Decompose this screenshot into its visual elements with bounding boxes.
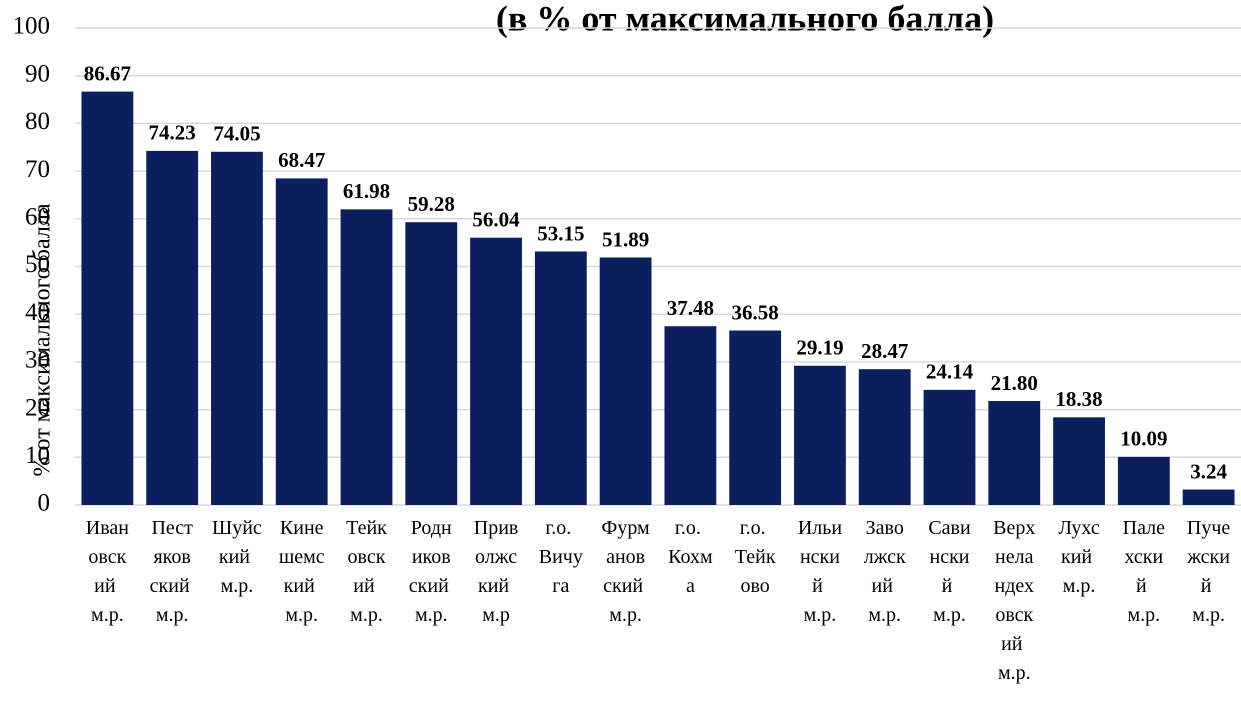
bar xyxy=(664,326,717,505)
y-tick-label: 0 xyxy=(38,490,51,517)
bar xyxy=(146,150,199,505)
y-tick-label: 30 xyxy=(25,347,50,374)
value-label: 59.28 xyxy=(408,192,455,216)
value-label: 28.47 xyxy=(861,339,908,363)
y-tick-label: 80 xyxy=(25,108,50,135)
x-tick-label: г.о. Кохм а xyxy=(668,517,713,597)
value-label: 74.05 xyxy=(213,122,260,146)
bar xyxy=(729,330,782,505)
x-tick-label: Родн иков ский м.р. xyxy=(409,517,454,626)
value-label: 21.80 xyxy=(991,371,1038,395)
bar xyxy=(923,389,976,505)
x-tick-label: Пале хски й м.р. xyxy=(1123,517,1165,626)
bar xyxy=(211,151,263,505)
y-tick-label: 10 xyxy=(25,442,50,469)
x-tick-label: Лухс кий м.р. xyxy=(1058,517,1099,597)
value-label: 53.15 xyxy=(537,221,584,245)
bar xyxy=(794,365,846,505)
y-axis-label: % от максимального балла xyxy=(30,203,56,476)
bar xyxy=(1182,489,1235,505)
chart-title: (в % от максимального балла) xyxy=(496,0,994,38)
bar xyxy=(599,257,652,505)
value-label: 74.23 xyxy=(149,121,196,145)
bar xyxy=(470,237,522,505)
bar xyxy=(1053,417,1105,505)
value-label: 37.48 xyxy=(667,296,714,320)
x-tick-label: г.о. Тейк ово xyxy=(735,517,776,597)
bar xyxy=(858,369,911,505)
x-tick-label: Пуче жски й м.р. xyxy=(1186,517,1230,626)
x-tick-label: Фурм анов ский м.р. xyxy=(602,517,650,626)
y-tick-label: 90 xyxy=(25,60,50,87)
x-tick-label: Ильи нски й м.р. xyxy=(798,517,843,626)
value-label: 61.98 xyxy=(343,179,390,203)
bar xyxy=(988,401,1041,505)
value-label: 56.04 xyxy=(472,208,520,232)
x-tick-label: Кине шемс кий м.р. xyxy=(279,517,325,626)
y-tick-label: 20 xyxy=(25,394,50,421)
value-label: 24.14 xyxy=(926,360,974,384)
x-tick-label: Заво лжск ий м.р. xyxy=(864,517,906,626)
value-label: 3.24 xyxy=(1190,459,1227,483)
x-tick-label: г.о. Вичу га xyxy=(539,517,583,597)
bar xyxy=(405,222,458,505)
bar xyxy=(275,178,328,505)
x-tick-label: Сави нски й м.р. xyxy=(928,517,971,626)
value-label: 10.09 xyxy=(1120,427,1167,451)
x-tick-label: Шуйс кий м.р. xyxy=(212,517,262,597)
value-label: 51.89 xyxy=(602,227,649,251)
bar xyxy=(81,91,134,505)
x-tick-label: Прив олжс кий м.р xyxy=(474,517,519,626)
x-tick-label: Иван овск ий м.р. xyxy=(86,517,130,626)
value-label: 86.67 xyxy=(84,61,131,85)
bar xyxy=(340,209,393,505)
x-tick-label: Верх нела ндех овск ий м.р. xyxy=(993,517,1035,684)
y-tick-label: 40 xyxy=(25,299,50,326)
y-tick-label: 100 xyxy=(13,13,51,40)
bar xyxy=(534,251,587,505)
y-tick-label: 60 xyxy=(25,204,50,231)
value-label: 36.58 xyxy=(732,300,779,324)
bar xyxy=(1117,456,1170,505)
y-tick-label: 70 xyxy=(25,156,50,183)
x-tick-label: Тейк овск ий м.р. xyxy=(346,517,387,626)
value-label: 68.47 xyxy=(278,148,325,172)
x-tick-label: Пест яков ский м.р. xyxy=(150,517,195,626)
y-tick-label: 50 xyxy=(25,251,50,278)
value-label: 18.38 xyxy=(1055,387,1102,411)
value-label: 29.19 xyxy=(796,336,843,360)
